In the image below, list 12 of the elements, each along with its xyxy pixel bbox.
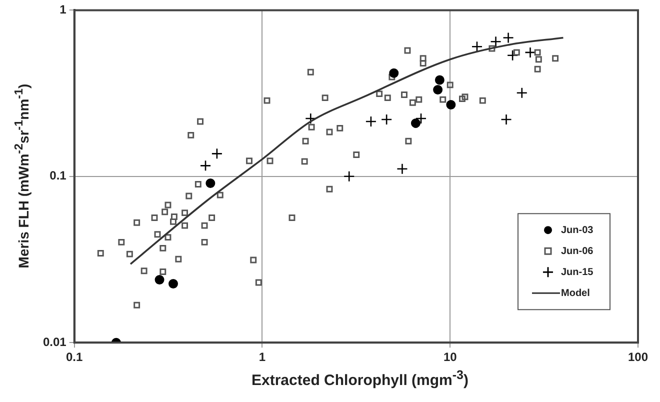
legend-label: Jun-06 <box>561 246 594 257</box>
x-tick-label: 1 <box>258 350 266 364</box>
x-tick-label: 10 <box>443 350 458 364</box>
x-tick-label: 100 <box>628 350 648 364</box>
x-tick-label: 0.1 <box>66 350 84 364</box>
y-tick-label: 1 <box>60 2 67 17</box>
legend-label: Jun-15 <box>561 266 594 278</box>
y-tick-label: 0.01 <box>42 334 67 349</box>
legend-label: Jun-03 <box>561 224 594 236</box>
y-tick-label: 0.1 <box>50 168 67 183</box>
x-axis-title: Extracted Chlorophyll (mgm$^{-3}$) <box>250 368 470 389</box>
legend-label: Model <box>561 288 590 299</box>
